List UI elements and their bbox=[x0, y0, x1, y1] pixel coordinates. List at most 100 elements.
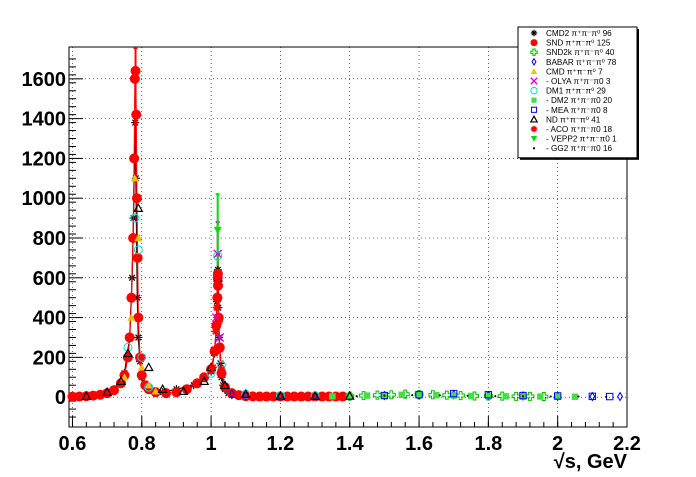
legend-entry-label: CMD2 π⁺π⁻π⁰ 96 bbox=[546, 29, 612, 38]
data-point bbox=[216, 345, 225, 354]
marker-shape bbox=[129, 73, 140, 84]
legend-entry-label: SND π⁺π⁻π⁰ 125 bbox=[546, 39, 611, 48]
data-point bbox=[122, 348, 133, 358]
data-point bbox=[178, 385, 189, 395]
data-point bbox=[577, 395, 580, 398]
data-point bbox=[151, 387, 160, 395]
data-point bbox=[215, 332, 225, 342]
data-point bbox=[217, 365, 226, 374]
marker-shape bbox=[157, 383, 168, 393]
y-tick-label: 1400 bbox=[22, 109, 67, 131]
legend-marker bbox=[531, 57, 537, 66]
marker-shape bbox=[261, 391, 272, 402]
data-point bbox=[213, 251, 223, 261]
marker-shape bbox=[605, 395, 608, 398]
marker-shape bbox=[577, 395, 580, 398]
data-point bbox=[337, 391, 348, 402]
y-tick-label: 200 bbox=[33, 347, 66, 369]
marker-stroke bbox=[135, 334, 142, 341]
data-series bbox=[67, 65, 624, 402]
legend-marker bbox=[531, 97, 537, 103]
x-tick-label: 1 bbox=[206, 433, 217, 455]
data-point bbox=[433, 391, 440, 399]
marker-shape bbox=[199, 376, 210, 386]
marker-shape bbox=[136, 370, 147, 381]
marker-shape bbox=[213, 226, 222, 235]
data-point bbox=[130, 213, 140, 223]
data-point bbox=[157, 383, 168, 393]
legend-marker bbox=[530, 86, 538, 95]
legend-entry-label: CMD π⁺π⁻π⁰ 7 bbox=[546, 67, 603, 76]
data-point bbox=[442, 390, 452, 400]
marker-stroke bbox=[215, 318, 223, 325]
marker-shape bbox=[617, 391, 624, 402]
data-point bbox=[161, 388, 172, 399]
marker-stroke bbox=[531, 126, 537, 132]
marker-shape bbox=[549, 395, 552, 398]
data-point bbox=[588, 392, 597, 401]
x-tick-label: 2 bbox=[552, 433, 563, 455]
data-point bbox=[383, 394, 386, 397]
data-point bbox=[211, 327, 220, 336]
data-point bbox=[131, 109, 142, 120]
data-point bbox=[415, 391, 423, 398]
marker-shape bbox=[296, 391, 307, 402]
marker-shape bbox=[127, 313, 136, 321]
marker-stroke bbox=[209, 363, 217, 371]
data-point bbox=[502, 393, 509, 400]
data-point bbox=[130, 65, 141, 76]
marker-shape bbox=[133, 245, 143, 255]
legend-entry-label: - GG2 π⁺π⁻π0 16 bbox=[546, 144, 613, 153]
legend-marker bbox=[530, 136, 538, 142]
marker-shape bbox=[537, 393, 544, 400]
y-tick-label: 800 bbox=[33, 228, 66, 250]
marker-stroke bbox=[212, 328, 219, 335]
marker-shape bbox=[438, 394, 441, 397]
data-point bbox=[199, 376, 210, 386]
marker-stroke bbox=[530, 77, 538, 85]
data-point bbox=[136, 370, 147, 381]
marker-shape bbox=[133, 312, 144, 323]
data-point bbox=[380, 391, 389, 400]
data-point bbox=[115, 376, 127, 386]
data-point bbox=[355, 395, 358, 398]
marker-stroke bbox=[131, 119, 139, 126]
marker-stroke bbox=[531, 30, 537, 36]
data-point bbox=[617, 391, 624, 402]
data-point bbox=[411, 394, 414, 397]
data-point bbox=[133, 202, 144, 212]
data-point bbox=[134, 233, 143, 242]
marker-shape bbox=[588, 392, 597, 401]
legend-marker bbox=[530, 68, 538, 74]
x-tick-label: 1.2 bbox=[267, 433, 295, 455]
data-point bbox=[438, 394, 441, 397]
marker-shape bbox=[380, 391, 389, 400]
data-point bbox=[210, 345, 219, 354]
marker-shape bbox=[131, 109, 142, 120]
marker-shape bbox=[275, 390, 286, 400]
marker-shape bbox=[228, 389, 235, 400]
data-point bbox=[554, 393, 561, 400]
marker-shape bbox=[81, 390, 92, 400]
data-point bbox=[122, 352, 133, 363]
marker-shape bbox=[502, 393, 509, 400]
legend-entry-label: DM1 π⁺π⁻π⁰ 29 bbox=[546, 87, 606, 96]
marker-shape bbox=[531, 97, 537, 103]
data-point bbox=[129, 153, 140, 164]
marker-shape bbox=[151, 387, 160, 395]
y-tick-label: 1000 bbox=[22, 188, 67, 210]
data-point bbox=[133, 245, 143, 255]
data-point bbox=[329, 393, 336, 400]
y-tick-label: 1600 bbox=[22, 69, 67, 91]
data-point bbox=[254, 391, 265, 402]
x-tick-label: 0.6 bbox=[59, 433, 87, 455]
marker-shape bbox=[450, 392, 457, 399]
marker-shape bbox=[126, 292, 137, 303]
marker-shape bbox=[466, 394, 469, 397]
data-point bbox=[344, 390, 355, 400]
data-point bbox=[511, 391, 521, 401]
marker-shape bbox=[102, 386, 113, 396]
marker-shape bbox=[484, 391, 493, 399]
data-point bbox=[494, 395, 497, 398]
